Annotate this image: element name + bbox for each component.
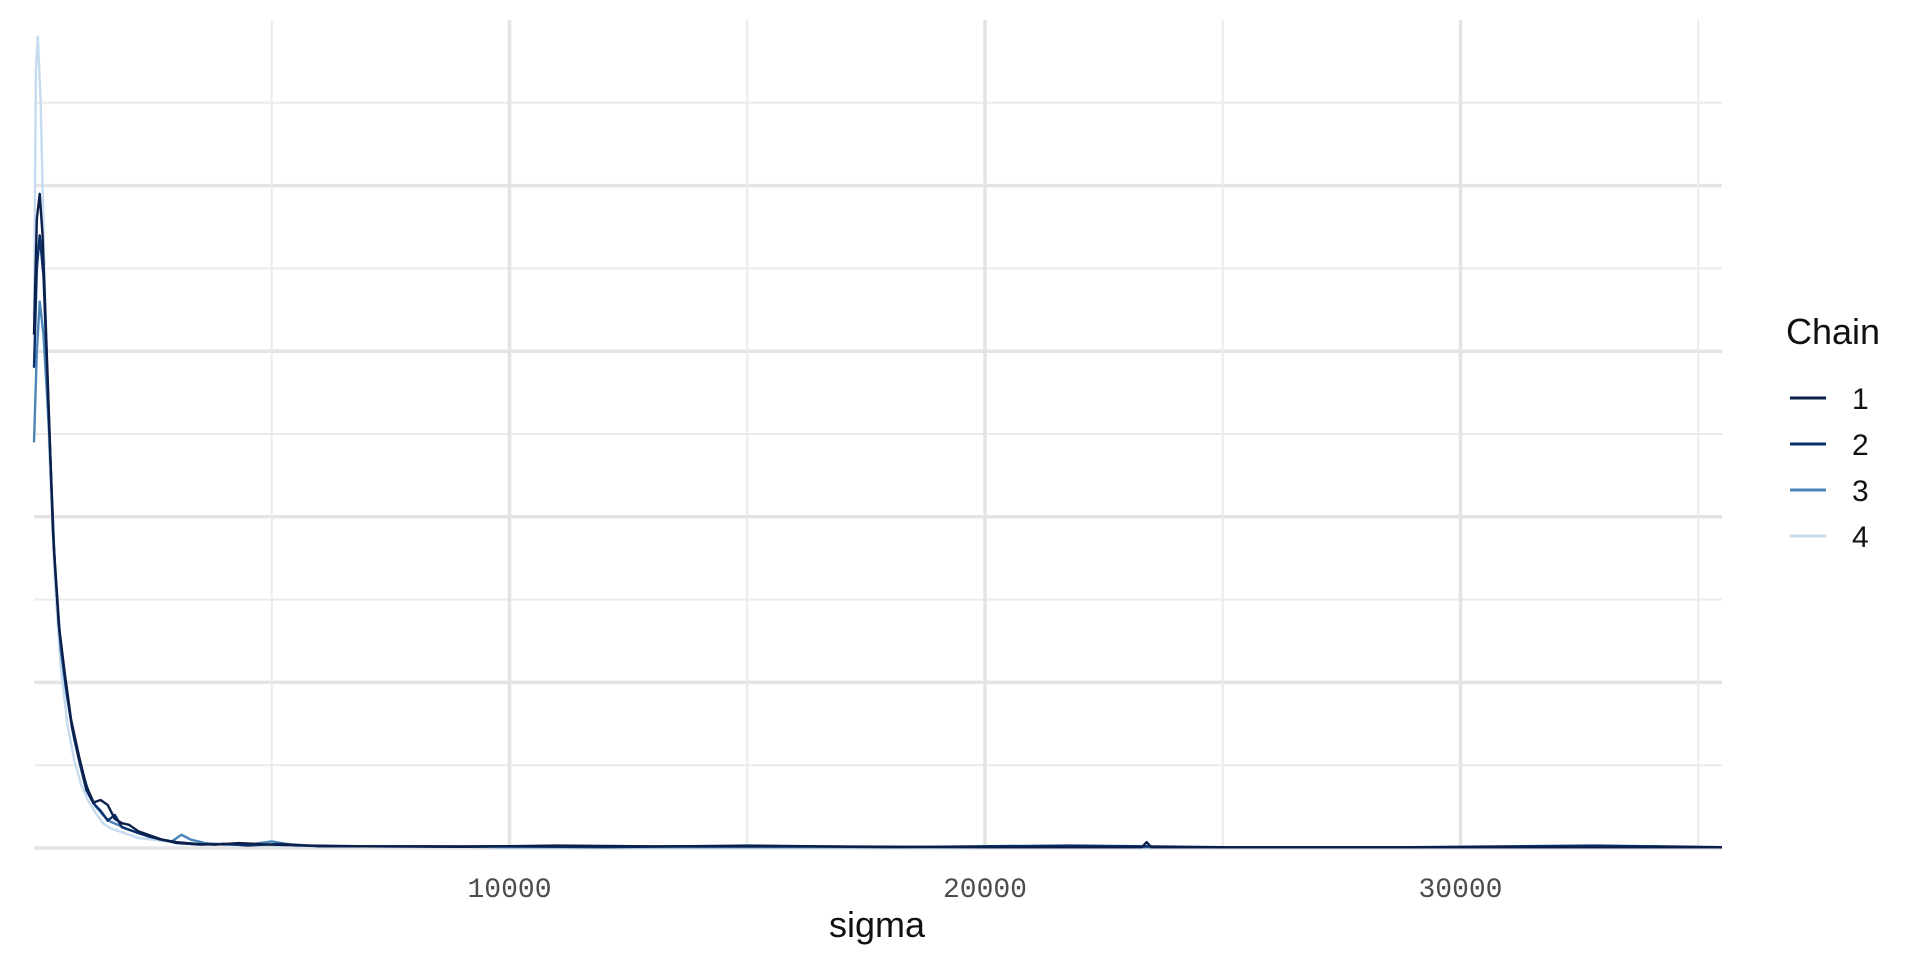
legend-label-chain-2: 2 (1852, 429, 1869, 462)
density-line-chain-4 (32, 35, 1722, 849)
grid-layer (34, 20, 1722, 850)
legend: Chain 1 2 3 4 (1786, 311, 1880, 554)
legend-label-chain-4: 4 (1852, 521, 1869, 554)
x-axis-title: sigma (829, 904, 926, 945)
legend-title: Chain (1786, 311, 1880, 352)
legend-label-chain-3: 3 (1852, 475, 1869, 508)
x-tick-label: 10000 (467, 875, 551, 906)
x-tick-label: 30000 (1418, 875, 1502, 906)
axis-layer: 10000 20000 30000 (467, 875, 1502, 906)
density-line-chain-1 (32, 192, 1722, 849)
legend-label-chain-1: 1 (1852, 383, 1869, 416)
x-tick-label: 20000 (943, 875, 1027, 906)
series-layer (32, 35, 1723, 849)
density-line-chain-2 (32, 234, 1723, 849)
